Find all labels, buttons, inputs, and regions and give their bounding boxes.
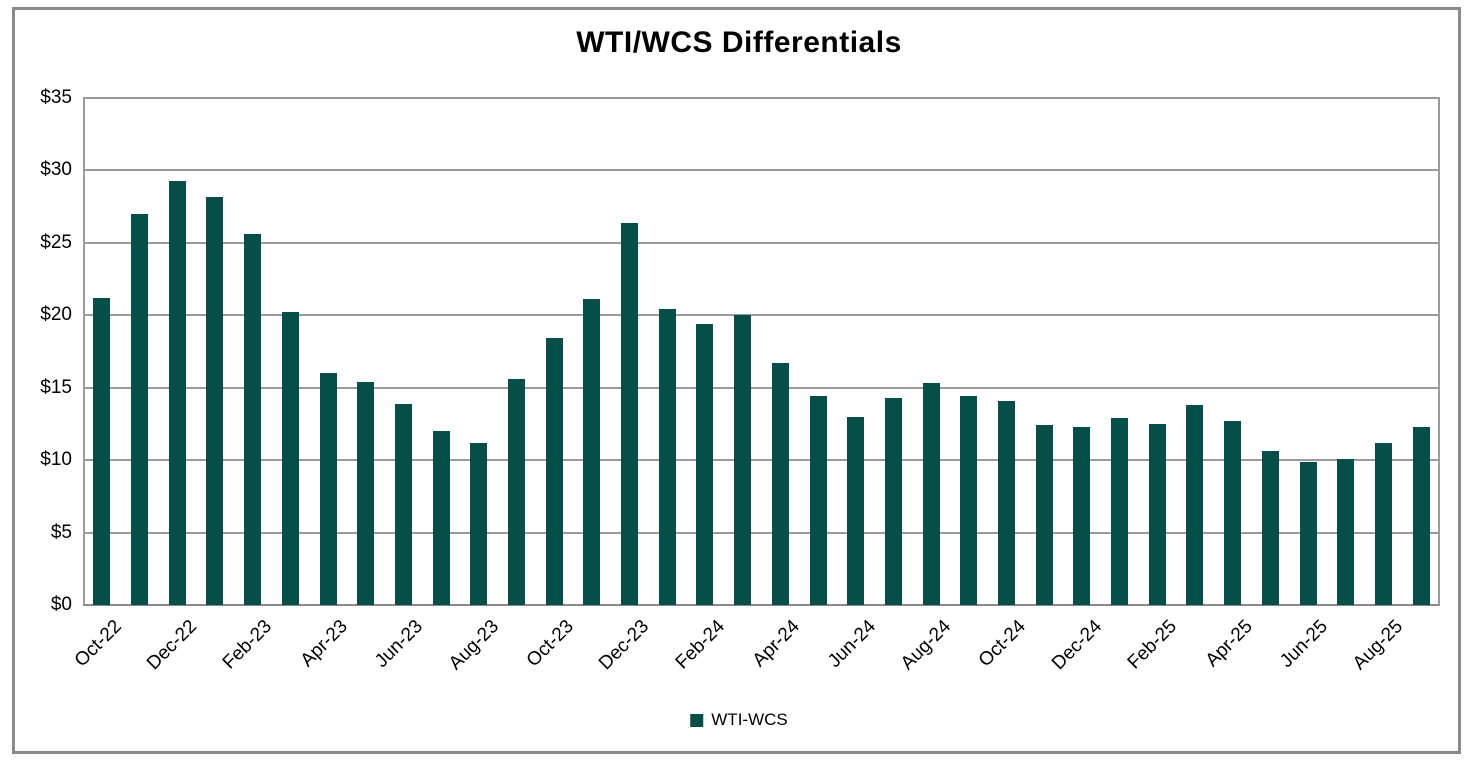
bar <box>357 381 375 605</box>
chart-title: WTI/WCS Differentials <box>576 26 902 59</box>
bar <box>1299 461 1317 605</box>
bar <box>1412 426 1430 605</box>
bar <box>658 309 676 605</box>
bar <box>1111 418 1129 605</box>
bar <box>394 403 412 605</box>
bar <box>131 213 149 605</box>
gridline <box>83 531 1440 534</box>
bar <box>809 396 827 605</box>
y-axis-tick-label: $30 <box>40 159 72 181</box>
bar <box>1148 423 1166 605</box>
bar <box>244 234 262 605</box>
y-axis-tick-label: $20 <box>40 304 72 326</box>
bar <box>1073 426 1091 605</box>
bar <box>1374 442 1392 605</box>
gridline <box>83 169 1440 172</box>
bar <box>621 222 639 605</box>
plot-area-border <box>83 98 1440 605</box>
legend: WTI-WCS <box>690 710 788 730</box>
bar <box>998 400 1015 605</box>
gridline <box>83 459 1440 462</box>
legend-label: WTI-WCS <box>711 710 788 729</box>
bar <box>168 180 186 605</box>
bar <box>1035 425 1053 605</box>
bar <box>884 397 902 605</box>
y-axis-tick-label: $5 <box>50 521 72 543</box>
bar <box>470 442 488 605</box>
gridline <box>83 97 1440 99</box>
bar <box>771 363 789 605</box>
bar <box>93 297 111 605</box>
bar <box>545 338 563 605</box>
chart-border <box>12 7 1461 754</box>
x-axis-line <box>83 604 1440 606</box>
bar <box>281 312 299 605</box>
y-axis-tick-label: $10 <box>40 449 72 471</box>
bar <box>1224 421 1242 605</box>
bar <box>922 383 940 605</box>
y-axis-tick-label: $0 <box>50 594 72 615</box>
bar <box>1261 451 1279 605</box>
y-axis-tick-label: $25 <box>40 231 72 253</box>
legend-swatch-icon <box>690 713 704 727</box>
gridline <box>83 314 1440 317</box>
bar <box>1337 458 1355 605</box>
bar <box>847 416 865 605</box>
gridline <box>83 386 1440 389</box>
y-axis-tick-label: $35 <box>40 87 72 108</box>
bar <box>583 299 601 605</box>
bar <box>1186 405 1204 605</box>
gridline <box>83 241 1440 244</box>
bar <box>507 379 525 605</box>
bar <box>319 373 337 605</box>
bar <box>734 315 752 605</box>
bar <box>206 196 224 605</box>
bar <box>696 323 714 605</box>
bar <box>960 396 978 605</box>
bar <box>432 431 450 605</box>
y-axis-tick-label: $15 <box>40 376 72 398</box>
